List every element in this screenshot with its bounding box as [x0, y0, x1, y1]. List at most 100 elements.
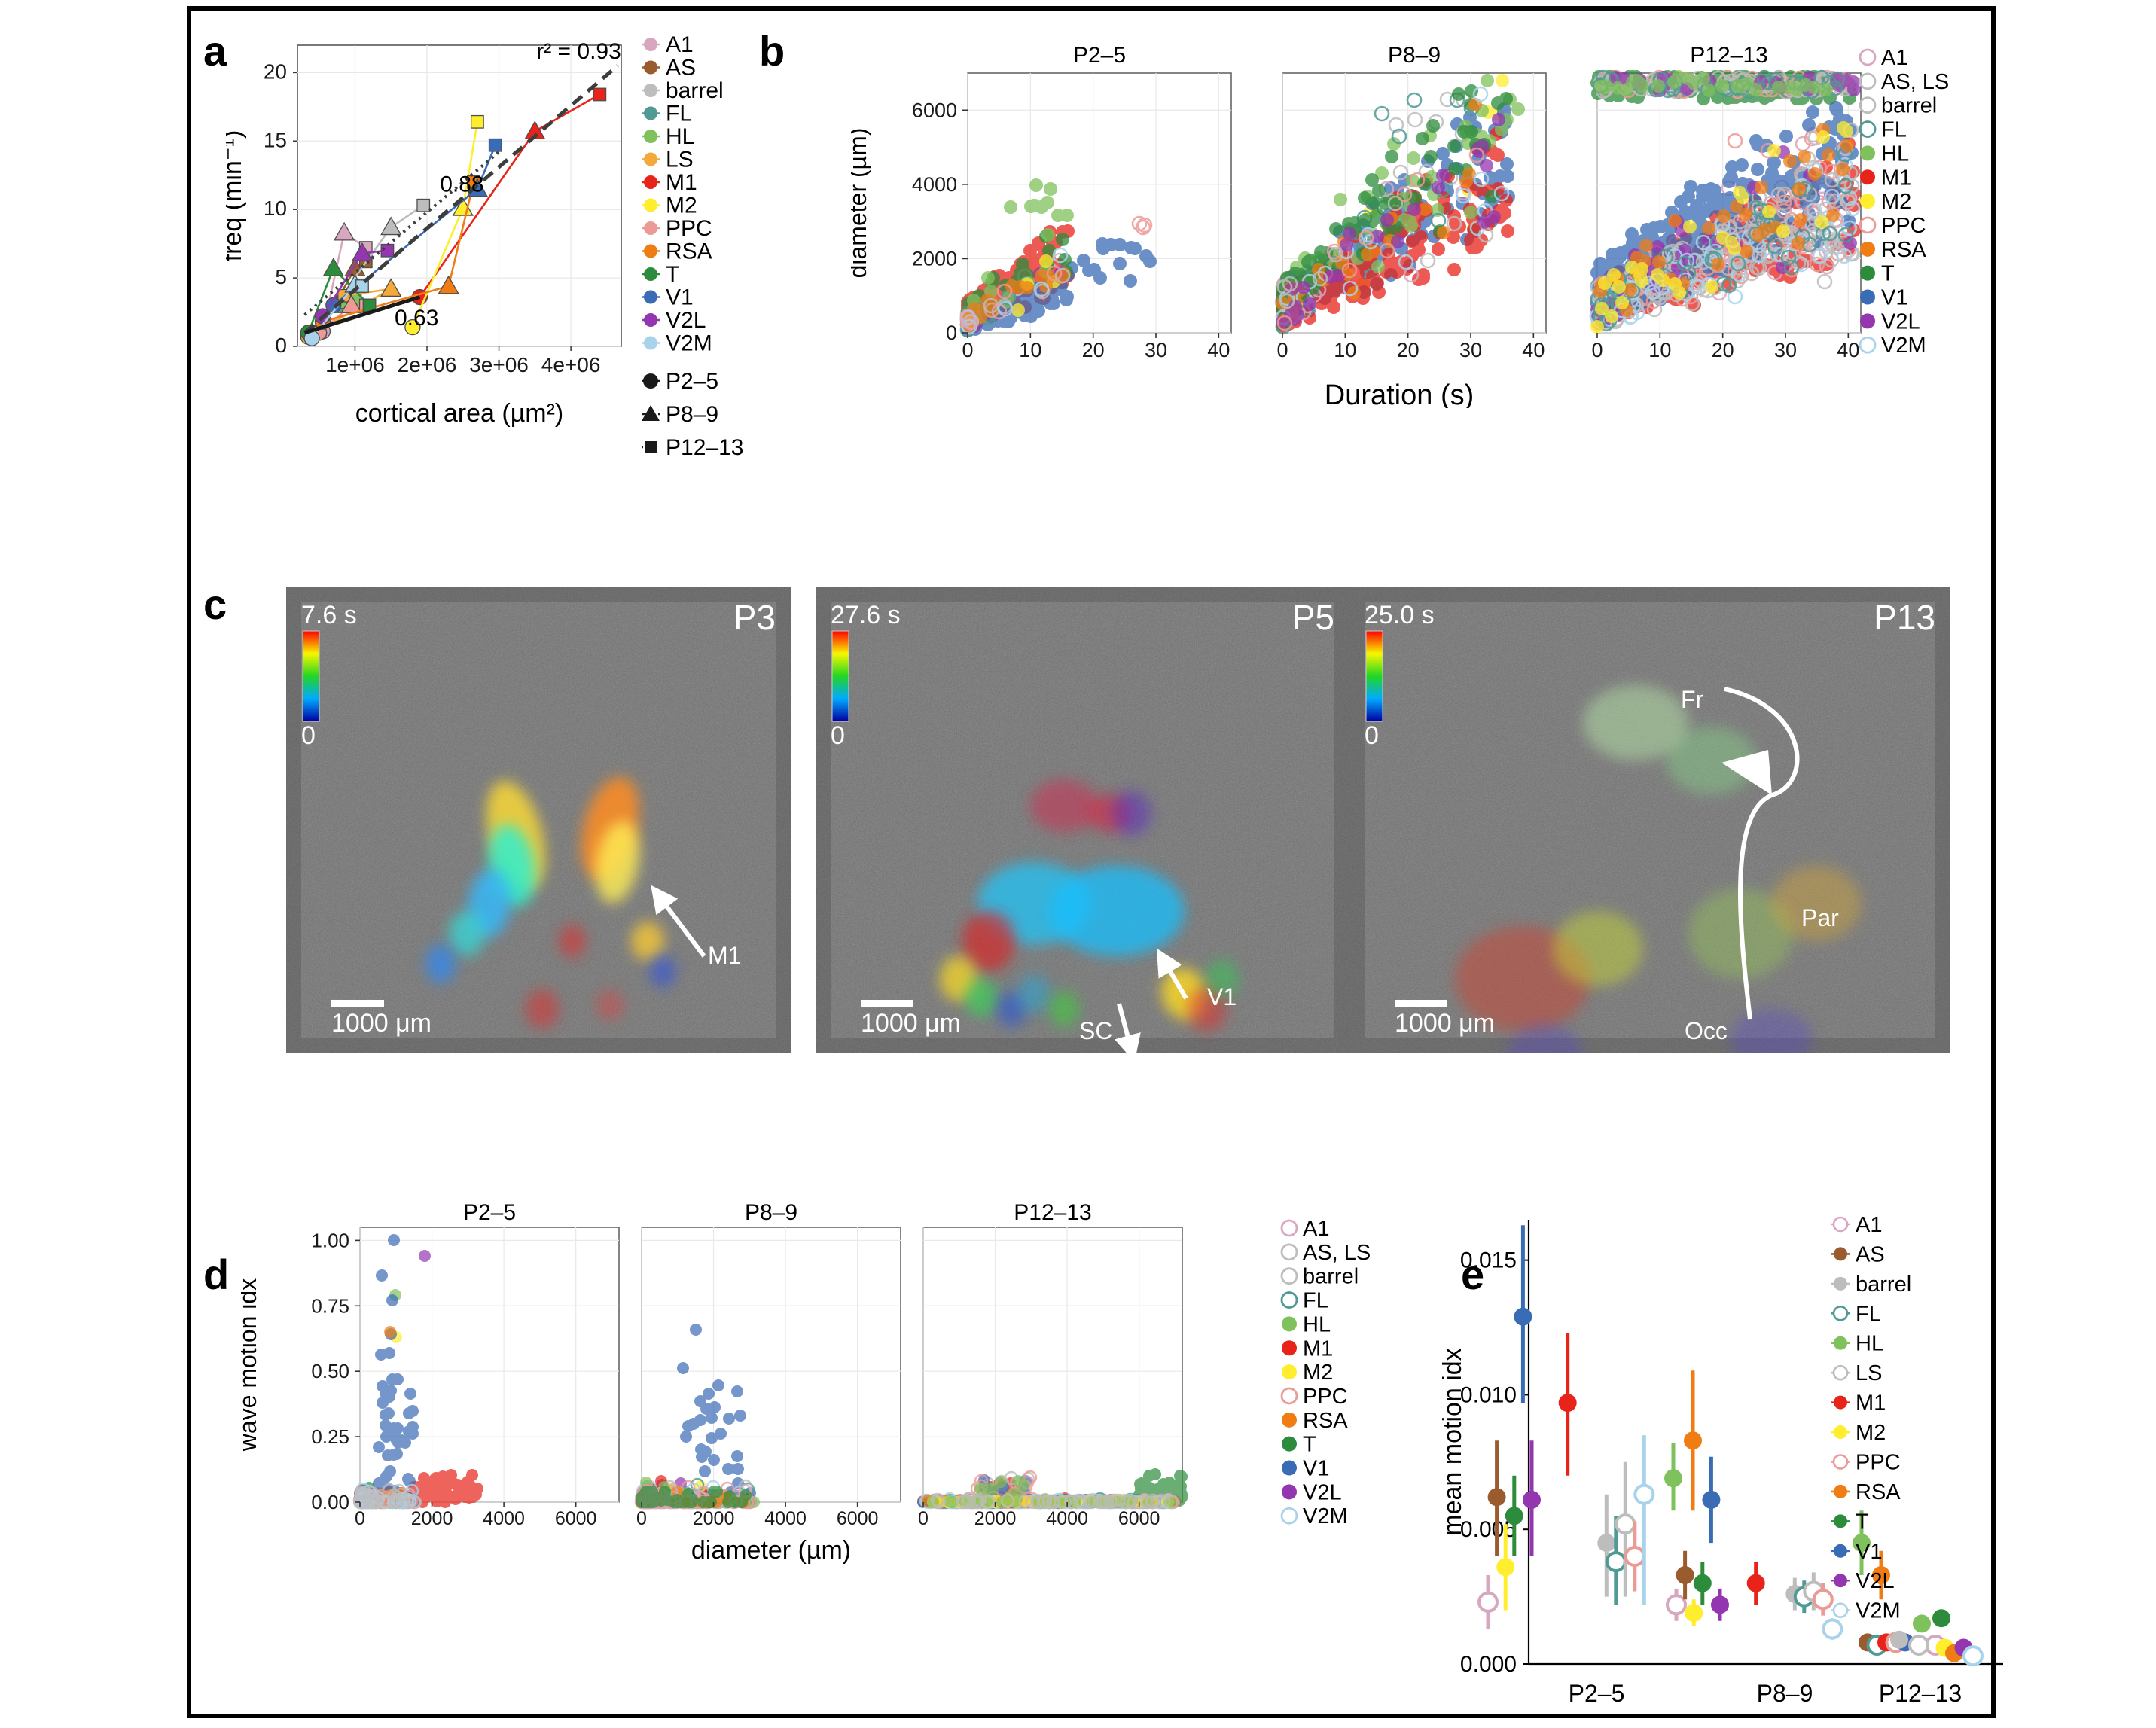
- svg-text:P2–5: P2–5: [1073, 43, 1126, 68]
- svg-text:6000: 6000: [912, 99, 957, 121]
- svg-text:10: 10: [1019, 339, 1041, 361]
- svg-text:M1: M1: [666, 170, 697, 195]
- svg-text:AS: AS: [666, 56, 696, 81]
- svg-text:T: T: [1881, 262, 1895, 286]
- svg-text:40: 40: [1837, 339, 1859, 361]
- svg-text:0.00: 0.00: [311, 1491, 349, 1513]
- svg-text:Occ: Occ: [1685, 1017, 1728, 1044]
- svg-text:6000: 6000: [837, 1508, 879, 1529]
- svg-text:30: 30: [1459, 339, 1482, 361]
- svg-text:M1: M1: [1881, 166, 1911, 190]
- svg-text:P12–13: P12–13: [666, 435, 743, 456]
- svg-text:P8–9: P8–9: [1388, 43, 1441, 68]
- svg-text:A1: A1: [666, 34, 694, 57]
- svg-text:V2L: V2L: [1881, 309, 1920, 334]
- svg-text:0: 0: [1365, 721, 1379, 750]
- svg-text:0.25: 0.25: [311, 1425, 349, 1448]
- svg-text:HL: HL: [666, 124, 694, 149]
- svg-text:barrel: barrel: [666, 78, 724, 103]
- svg-text:M1: M1: [708, 942, 741, 969]
- svg-text:HL: HL: [1881, 142, 1909, 166]
- svg-text:1000 μm: 1000 μm: [861, 1009, 961, 1038]
- svg-text:V2L: V2L: [666, 308, 706, 333]
- svg-text:20: 20: [1712, 339, 1734, 361]
- svg-text:2e+06: 2e+06: [398, 353, 457, 376]
- svg-text:0: 0: [301, 721, 316, 750]
- svg-text:0: 0: [355, 1508, 365, 1529]
- svg-text:0.75: 0.75: [311, 1294, 349, 1317]
- svg-text:P8–9: P8–9: [745, 1200, 797, 1225]
- svg-text:P3: P3: [733, 598, 776, 637]
- svg-text:30: 30: [1145, 339, 1167, 361]
- svg-text:4000: 4000: [912, 173, 957, 196]
- svg-text:0: 0: [831, 721, 845, 750]
- svg-text:4000: 4000: [483, 1508, 525, 1529]
- svg-text:P8–9: P8–9: [666, 402, 718, 427]
- svg-text:20: 20: [1397, 339, 1420, 361]
- svg-text:30: 30: [1774, 339, 1797, 361]
- svg-text:AS, LS: AS, LS: [1881, 70, 1949, 94]
- svg-text:0.63: 0.63: [395, 306, 438, 331]
- svg-text:1.00: 1.00: [311, 1229, 349, 1251]
- svg-text:A1: A1: [1881, 46, 1907, 70]
- svg-text:LS: LS: [666, 148, 694, 172]
- svg-text:15: 15: [264, 128, 287, 151]
- svg-text:6000: 6000: [555, 1508, 597, 1529]
- svg-text:PPC: PPC: [1881, 214, 1926, 238]
- svg-text:V1: V1: [1207, 983, 1237, 1010]
- svg-text:40: 40: [1207, 339, 1230, 361]
- svg-text:wave motion idx: wave motion idx: [241, 1278, 261, 1452]
- svg-text:2000: 2000: [411, 1508, 453, 1529]
- svg-text:0: 0: [1591, 339, 1603, 361]
- svg-text:T: T: [666, 262, 679, 287]
- svg-text:1000 μm: 1000 μm: [1395, 1009, 1495, 1038]
- svg-text:V1: V1: [666, 285, 694, 310]
- svg-text:V2M: V2M: [1881, 334, 1926, 358]
- svg-text:RSA: RSA: [666, 239, 712, 264]
- svg-text:4000: 4000: [764, 1508, 807, 1529]
- svg-text:0: 0: [275, 334, 287, 357]
- svg-text:40: 40: [1522, 339, 1545, 361]
- svg-text:cortical area (µm²): cortical area (µm²): [355, 399, 564, 428]
- svg-text:P2–5: P2–5: [666, 369, 718, 394]
- svg-text:barrel: barrel: [1881, 94, 1937, 118]
- svg-text:25.0 s: 25.0 s: [1365, 601, 1435, 629]
- svg-text:freq (min⁻¹): freq (min⁻¹): [226, 130, 247, 262]
- svg-text:r² = 0.93: r² = 0.93: [536, 39, 621, 64]
- svg-text:V2M: V2M: [666, 331, 712, 356]
- svg-text:SC: SC: [1079, 1017, 1112, 1044]
- svg-text:7.6 s: 7.6 s: [301, 601, 357, 629]
- svg-text:2000: 2000: [912, 247, 957, 270]
- svg-text:FL: FL: [666, 102, 692, 126]
- svg-text:0: 0: [1276, 339, 1288, 361]
- svg-text:10: 10: [1334, 339, 1356, 361]
- svg-text:1000 μm: 1000 μm: [331, 1009, 432, 1038]
- svg-text:PPC: PPC: [666, 216, 712, 241]
- svg-text:P12–13: P12–13: [1690, 43, 1767, 68]
- svg-text:FL: FL: [1881, 118, 1907, 142]
- svg-text:RSA: RSA: [1881, 238, 1926, 262]
- svg-text:M2: M2: [1881, 190, 1911, 214]
- svg-text:Par: Par: [1801, 904, 1839, 931]
- svg-text:0: 0: [962, 339, 973, 361]
- svg-text:V1: V1: [1881, 286, 1907, 310]
- svg-text:10: 10: [264, 197, 287, 220]
- svg-text:diameter (µm): diameter (µm): [851, 128, 871, 279]
- svg-text:M2: M2: [666, 194, 697, 218]
- svg-text:0: 0: [946, 322, 957, 344]
- svg-text:10: 10: [1648, 339, 1671, 361]
- svg-text:Fr: Fr: [1681, 686, 1704, 713]
- svg-text:5: 5: [275, 265, 287, 288]
- svg-text:P5: P5: [1292, 598, 1334, 637]
- svg-text:P12–13: P12–13: [1014, 1200, 1091, 1225]
- svg-text:0.50: 0.50: [311, 1360, 349, 1382]
- svg-text:Duration (s): Duration (s): [1325, 379, 1474, 408]
- svg-text:2000: 2000: [693, 1508, 735, 1529]
- svg-text:P2–5: P2–5: [463, 1200, 516, 1225]
- svg-text:4e+06: 4e+06: [541, 353, 601, 376]
- svg-text:0: 0: [636, 1508, 647, 1529]
- svg-text:27.6 s: 27.6 s: [831, 601, 901, 629]
- svg-text:1e+06: 1e+06: [325, 353, 385, 376]
- svg-text:3e+06: 3e+06: [469, 353, 529, 376]
- svg-text:0.88: 0.88: [440, 172, 483, 197]
